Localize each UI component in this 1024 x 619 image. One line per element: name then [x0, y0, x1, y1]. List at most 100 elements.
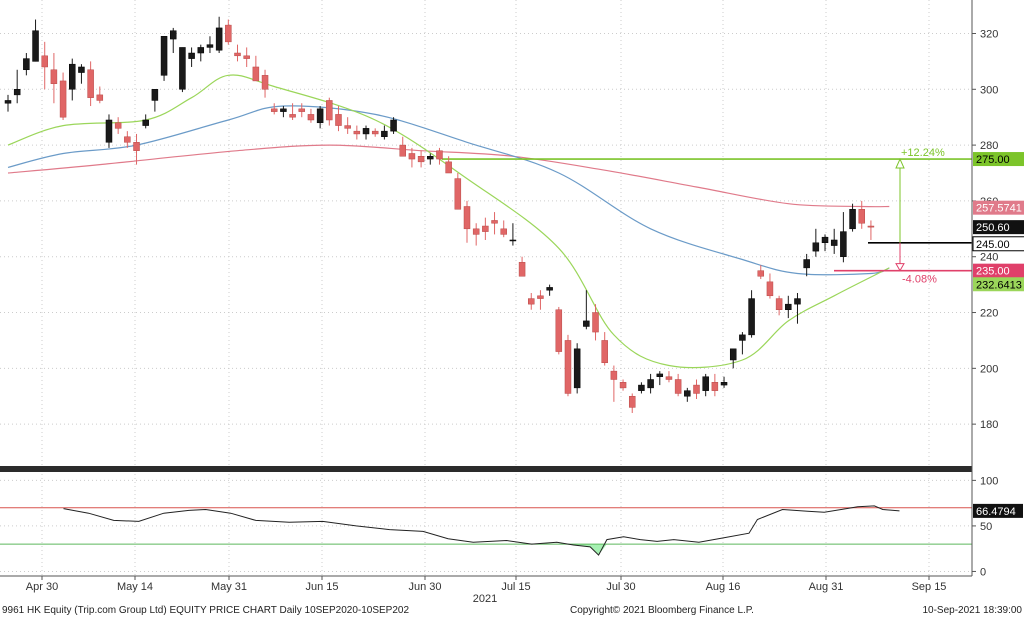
candle-body [206, 44, 214, 48]
candle-body [702, 376, 709, 391]
price-axis-label: 240 [980, 252, 998, 264]
candle-body [188, 52, 195, 59]
candle-body [151, 89, 159, 101]
x-axis-label: Jun 15 [305, 581, 338, 593]
rsi-value-label: 66.4794 [976, 506, 1016, 518]
candle-body [142, 119, 149, 126]
candle-body [555, 309, 563, 352]
x-axis-label: Aug 16 [706, 581, 741, 593]
rsi-axis: 0 50 100 66.4794 [972, 475, 1023, 578]
candle-body [729, 348, 737, 361]
candle-body [197, 47, 205, 54]
candle-body [592, 312, 599, 333]
candle-body [628, 395, 636, 408]
moving-average-long [7, 144, 890, 208]
price-tag-ma_long [973, 200, 1024, 215]
candle-body [445, 161, 452, 174]
candle-body [528, 298, 535, 305]
price-axis-label: 300 [980, 84, 998, 96]
moving-average-short [7, 74, 890, 369]
candle-body [601, 340, 608, 364]
candle-body [344, 125, 351, 129]
candle-body [821, 236, 829, 244]
rsi-axis-label: 100 [980, 475, 998, 487]
rsi-line [63, 505, 900, 556]
candle-body [647, 379, 654, 389]
x-axis-label: Apr 30 [26, 581, 58, 593]
price-chart: +12.24%-4.08% 180200220240260280300320 0… [0, 0, 1024, 603]
candle-body [803, 259, 810, 269]
candle-body [509, 239, 517, 242]
candle-body [564, 340, 572, 394]
candle-body [518, 262, 526, 277]
rsi-axis-label: 0 [980, 566, 986, 578]
candle-body [417, 156, 425, 163]
candle-body [573, 348, 581, 389]
candle-body [69, 63, 76, 90]
price-tag-label: 257.5741 [976, 203, 1022, 215]
candle-body [436, 150, 443, 160]
candle-body [748, 298, 755, 336]
price-axis-label: 220 [980, 308, 998, 320]
footer-timestamp: 10-Sep-2021 18:39:00 [922, 605, 1022, 616]
candle-body [500, 228, 507, 235]
candle-body [482, 225, 489, 232]
candle-body [179, 47, 186, 90]
price-axis-label: 320 [980, 28, 998, 40]
footer-security-info: 9961 HK Equity (Trip.com Group Ltd) EQUI… [2, 605, 410, 616]
price-axis-label: 180 [980, 419, 998, 431]
candle-body [454, 178, 462, 210]
price-axis-label: 200 [980, 363, 998, 375]
rsi-panel [0, 505, 972, 556]
x-axis-label: Aug 31 [809, 581, 844, 593]
candle-body [234, 52, 241, 57]
price-tag-label: 235.00 [976, 266, 1010, 278]
price-tag-label: 275.00 [976, 154, 1010, 166]
candle-body [225, 24, 232, 43]
candle-body [665, 376, 673, 380]
candle-body [390, 119, 397, 132]
candle-body [711, 382, 719, 391]
candle-body [371, 130, 379, 135]
candle-body [87, 69, 94, 98]
candle-body [472, 228, 480, 235]
candle-body [326, 100, 333, 121]
candle-body [638, 384, 645, 391]
candle-body [280, 108, 287, 112]
price-tag-stop [973, 263, 1024, 278]
candle-body [812, 242, 820, 252]
panel-divider-bar [0, 466, 972, 472]
x-axis-year: 2021 [473, 593, 497, 603]
candle-body [215, 27, 223, 51]
candle-body [546, 287, 553, 291]
candle-body [775, 298, 783, 310]
rsi-axis-label: 50 [980, 521, 992, 533]
moving-average-mid [7, 105, 890, 276]
candle-body [766, 281, 774, 297]
candle-body [849, 209, 856, 230]
candle-body [160, 36, 168, 76]
candle-body [610, 370, 618, 380]
price-tag-label: 245.00 [976, 239, 1010, 251]
candle-body [114, 122, 122, 129]
candle-body [684, 390, 691, 397]
candle-body [693, 384, 700, 394]
candle-body [298, 108, 306, 112]
price-axis-label: 280 [980, 140, 998, 152]
candle-body [307, 114, 315, 121]
candlesticks [4, 16, 875, 413]
candle-body [463, 206, 471, 230]
candle-body [335, 114, 342, 126]
candle-body [583, 320, 590, 327]
moving-averages [7, 74, 890, 369]
candle-body [124, 136, 131, 143]
loss-arrow-head [895, 263, 905, 272]
x-axis: Apr 30 May 14 May 31 Jun 15 Jun 30 Jul 15 Jul … [26, 576, 946, 603]
candle-body [96, 94, 104, 101]
price-tag-target [973, 152, 1024, 167]
candle-body [427, 156, 434, 160]
footer-copyright: Copyright© 2021 Bloomberg Finance L.P. [570, 605, 754, 616]
candle-body [656, 373, 664, 377]
candle-body [59, 80, 67, 118]
